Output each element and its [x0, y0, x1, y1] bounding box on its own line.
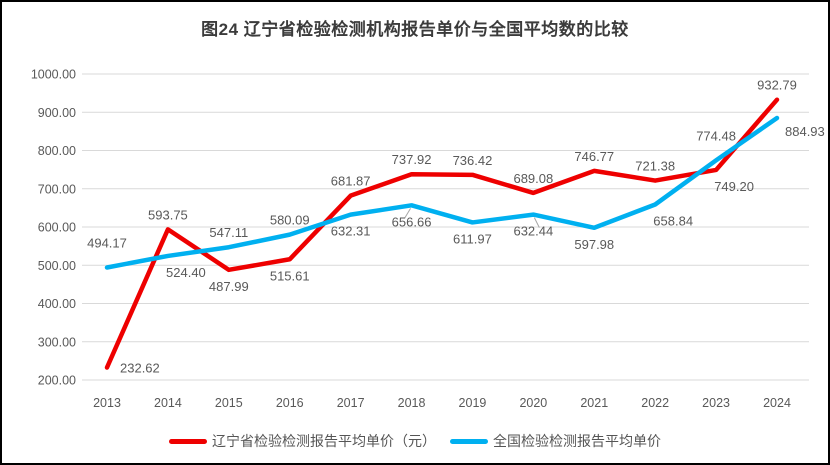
x-axis-tick-label: 2015	[215, 396, 243, 410]
data-label-series-1: 611.97	[453, 231, 492, 246]
data-label-series-0: 736.42	[453, 153, 493, 168]
data-label-series-0: 932.79	[757, 78, 797, 93]
data-label-series-0: 487.99	[209, 279, 249, 294]
data-label-leader-line	[533, 217, 540, 228]
x-axis-tick-label: 2020	[519, 396, 547, 410]
legend-item-national: 全国检验检测报告平均单价	[450, 431, 661, 451]
data-label-series-0: 593.75	[148, 207, 188, 222]
y-axis-tick-label: 900.00	[38, 106, 76, 120]
y-axis-tick-label: 700.00	[38, 182, 76, 196]
x-axis-tick-label: 2016	[276, 396, 304, 410]
y-axis-tick-label: 500.00	[38, 259, 76, 273]
legend-label-national: 全国检验检测报告平均单价	[493, 433, 661, 449]
legend: 辽宁省检验检测报告平均单价（元） 全国检验检测报告平均单价	[2, 431, 828, 451]
x-axis-tick-label: 2022	[641, 396, 669, 410]
y-axis-tick-label: 200.00	[38, 374, 76, 388]
x-axis-tick-label: 2018	[398, 396, 426, 410]
legend-item-liaoning: 辽宁省检验检测报告平均单价（元）	[169, 431, 436, 451]
data-label-series-0: 737.92	[392, 152, 432, 167]
data-label-series-1: 658.84	[653, 213, 693, 228]
data-label-series-0: 749.20	[714, 179, 754, 194]
x-axis-tick-label: 2021	[580, 396, 608, 410]
chart-title: 图24 辽宁省检验检测机构报告单价与全国平均数的比较	[201, 20, 629, 39]
data-label-series-1: 632.44	[513, 224, 553, 239]
series-line-1	[104, 115, 780, 270]
x-axis-tick-label: 2017	[337, 396, 365, 410]
data-label-series-1: 580.09	[270, 213, 310, 228]
data-label-series-1: 656.66	[392, 214, 432, 229]
data-label-series-0: 689.08	[513, 171, 553, 186]
legend-swatch-liaoning	[169, 438, 207, 444]
data-label-series-1: 524.40	[166, 265, 206, 280]
x-axis-tick-label: 2019	[459, 396, 487, 410]
data-label-series-1: 632.31	[331, 224, 371, 239]
data-label-series-1: 494.17	[87, 235, 127, 250]
data-label-series-1: 547.11	[209, 225, 248, 240]
data-label-series-0: 681.87	[331, 174, 371, 189]
data-label-series-0: 746.77	[574, 149, 614, 164]
legend-swatch-national	[450, 438, 488, 444]
y-axis-tick-label: 300.00	[38, 335, 76, 349]
x-axis-tick-label: 2023	[702, 396, 730, 410]
data-label-leader-line	[404, 208, 411, 219]
y-axis-tick-label: 600.00	[38, 221, 76, 235]
data-label-series-1: 884.93	[785, 124, 825, 139]
y-axis-tick-label: 1000.00	[31, 68, 76, 82]
data-label-series-1: 597.98	[574, 237, 614, 252]
data-label-series-0: 515.61	[270, 268, 310, 283]
data-label-series-0: 232.62	[120, 361, 160, 376]
x-axis-tick-label: 2014	[154, 396, 182, 410]
data-label-series-1: 774.48	[696, 128, 736, 143]
legend-label-liaoning: 辽宁省检验检测报告平均单价（元）	[212, 433, 436, 449]
y-axis-tick-label: 400.00	[38, 297, 76, 311]
x-axis-tick-label: 2013	[93, 396, 121, 410]
y-axis-tick-label: 800.00	[38, 144, 76, 158]
series-line-0	[104, 97, 780, 370]
data-label-series-0: 721.38	[635, 159, 675, 174]
x-axis-tick-label: 2024	[763, 396, 791, 410]
